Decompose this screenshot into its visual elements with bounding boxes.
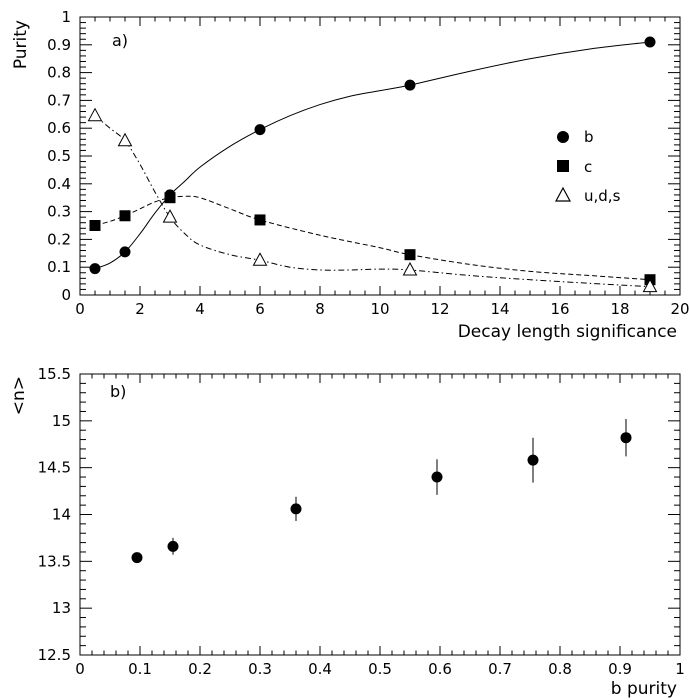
x-tick-label: 0	[75, 660, 85, 678]
x-tick-label: 0.2	[188, 660, 212, 678]
panel-b: 0 0.1 0.2 0.3 0.4 0.5 0.6 0.7 0.8 0.9 1 12.5 13 13.5 1…	[9, 365, 685, 699]
legend-marker-uds	[554, 186, 572, 202]
y-tick-label: 14	[52, 506, 71, 524]
data-point	[431, 471, 443, 483]
point-uds	[402, 261, 418, 276]
point-uds	[642, 278, 658, 293]
point-uds	[252, 252, 268, 266]
y-tick-label: 13.5	[38, 552, 71, 570]
point-c	[254, 214, 266, 226]
x-tick-label: 10	[370, 300, 389, 318]
legend-marker-c	[557, 160, 569, 172]
legend-label-c: c	[584, 158, 592, 176]
data-point	[290, 503, 302, 515]
x-tick-label: 0.1	[128, 660, 152, 678]
point-b	[404, 79, 416, 91]
x-tick-label: 14	[490, 300, 509, 318]
panel-a: 0 2 4 6 8 10 12 14 16 18 20 0 0.1 0.2 0.3 0.4 0.5 0.6 0.7 0…	[11, 8, 689, 342]
y-tick-label: 1	[61, 8, 71, 26]
point-uds	[117, 132, 133, 147]
panel-a-label: a)	[112, 31, 128, 50]
x-tick-label: 12	[430, 300, 449, 318]
y-tick-label: 0.2	[47, 230, 71, 248]
panel-a-xlabel: Decay length significance	[458, 322, 677, 342]
legend-label-b: b	[584, 128, 594, 146]
panel-b-label: b)	[110, 382, 126, 401]
point-c	[404, 249, 416, 261]
panel-a-markers	[87, 36, 658, 293]
panel-b-markers	[131, 418, 632, 564]
x-tick-label: 0.7	[488, 660, 512, 678]
x-tick-label: 0.4	[308, 660, 332, 678]
y-tick-label: 0	[61, 286, 71, 304]
point-uds	[162, 209, 178, 223]
panel-a-ylabel: Purity	[11, 20, 31, 69]
x-tick-label: 18	[610, 300, 629, 318]
panel-b-ylabel: <n>	[9, 376, 29, 415]
x-tick-label: 20	[670, 300, 689, 318]
data-point	[131, 552, 143, 564]
x-tick-label: 2	[135, 300, 145, 318]
panel-b-xlabel: b purity	[611, 679, 677, 699]
x-tick-label: 16	[550, 300, 569, 318]
y-tick-label: 0.7	[47, 91, 71, 109]
legend-marker-b	[557, 131, 569, 143]
y-tick-label: 0.9	[47, 36, 71, 54]
y-tick-label: 0.5	[47, 147, 71, 165]
point-c	[89, 220, 101, 231]
data-point	[620, 432, 632, 444]
point-b	[254, 124, 266, 136]
y-tick-label: 15.5	[38, 365, 71, 383]
panel-a-frame	[79, 16, 681, 296]
y-tick-label: 0.6	[47, 119, 71, 137]
panel-a-legend: b c u,d,s	[554, 128, 621, 205]
panel-a-ticks: 0 2 4 6 8 10 12 14 16 18 20 0 0.1 0.2 0.3 0.4 0.5 0.6 0.7 0…	[47, 8, 689, 318]
y-tick-label: 13	[52, 599, 71, 617]
point-b	[644, 36, 656, 48]
x-tick-label: 0.6	[428, 660, 452, 678]
series-line-c	[94, 195, 651, 281]
x-tick-label: 0.8	[548, 660, 572, 678]
legend-label-uds: u,d,s	[584, 187, 621, 205]
series-line-b	[94, 41, 651, 270]
x-tick-label: 0.9	[608, 660, 632, 678]
y-tick-label: 14.5	[38, 459, 71, 477]
x-tick-label: 0	[75, 300, 85, 318]
x-tick-label: 8	[315, 300, 325, 318]
x-tick-label: 0.5	[368, 660, 392, 678]
x-tick-label: 1	[675, 660, 685, 678]
y-tick-label: 0.4	[47, 175, 71, 193]
x-tick-label: 6	[255, 300, 265, 318]
x-tick-label: 0.3	[248, 660, 272, 678]
y-tick-label: 12.5	[38, 646, 71, 664]
point-c	[119, 210, 131, 222]
y-tick-label: 0.3	[47, 203, 71, 221]
y-tick-label: 15	[52, 412, 71, 430]
data-point	[527, 454, 539, 466]
point-b	[119, 246, 131, 258]
x-tick-label: 4	[195, 300, 205, 318]
point-b	[89, 263, 101, 275]
y-tick-label: 0.8	[47, 64, 71, 82]
point-uds	[87, 107, 103, 122]
point-c	[164, 192, 176, 204]
panel-b-ticks: 0 0.1 0.2 0.3 0.4 0.5 0.6 0.7 0.8 0.9 1 12.5 13 13.5 1…	[38, 365, 685, 678]
data-point	[167, 540, 179, 552]
panel-b-frame	[79, 373, 681, 656]
y-tick-label: 0.1	[47, 258, 71, 276]
